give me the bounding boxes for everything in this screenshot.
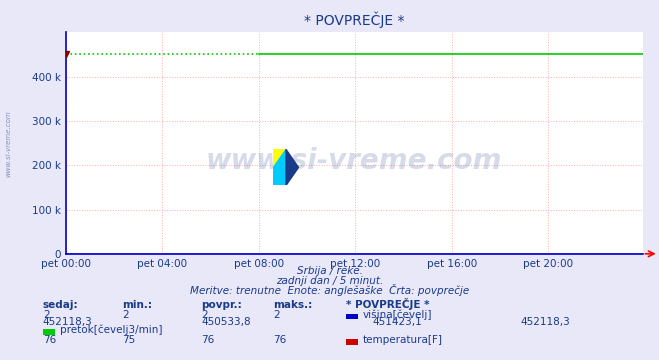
- Text: povpr.:: povpr.:: [201, 300, 242, 310]
- Text: sedaj:: sedaj:: [43, 300, 78, 310]
- Text: 75: 75: [122, 335, 135, 345]
- Text: Srbija / reke.: Srbija / reke.: [297, 266, 362, 276]
- Text: * POVPREČJE *: * POVPREČJE *: [346, 298, 430, 310]
- Title: * POVPREČJE *: * POVPREČJE *: [304, 12, 405, 28]
- Text: 452118,3: 452118,3: [43, 317, 92, 327]
- Text: 452118,3: 452118,3: [521, 317, 570, 327]
- Polygon shape: [273, 149, 286, 185]
- Text: maks.:: maks.:: [273, 300, 313, 310]
- Text: 2: 2: [201, 310, 208, 320]
- Text: 76: 76: [273, 335, 287, 345]
- Polygon shape: [286, 149, 299, 185]
- Text: 2: 2: [122, 310, 129, 320]
- Polygon shape: [273, 149, 286, 167]
- Text: 2: 2: [273, 310, 280, 320]
- Text: 76: 76: [43, 335, 56, 345]
- Text: zadnji dan / 5 minut.: zadnji dan / 5 minut.: [276, 276, 383, 287]
- Text: višina[čevelj]: višina[čevelj]: [362, 309, 432, 320]
- Text: min.:: min.:: [122, 300, 152, 310]
- Text: 2: 2: [43, 310, 49, 320]
- Text: temperatura[F]: temperatura[F]: [362, 335, 442, 345]
- Text: www.si-vreme.com: www.si-vreme.com: [5, 111, 11, 177]
- Text: www.si-vreme.com: www.si-vreme.com: [206, 147, 502, 175]
- Text: 451423,1: 451423,1: [372, 317, 422, 327]
- Text: pretok[čevelj3/min]: pretok[čevelj3/min]: [60, 324, 163, 335]
- Text: 450533,8: 450533,8: [201, 317, 250, 327]
- Text: Meritve: trenutne  Enote: anglešaške  Črta: povprečje: Meritve: trenutne Enote: anglešaške Črta…: [190, 284, 469, 297]
- Text: 76: 76: [201, 335, 214, 345]
